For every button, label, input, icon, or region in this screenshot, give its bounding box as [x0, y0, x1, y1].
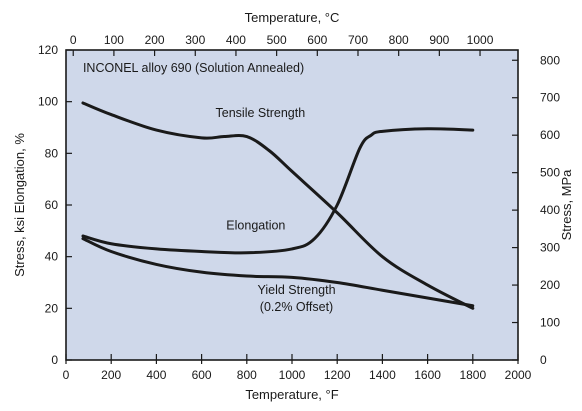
y-right-axis-title: Stress, MPa [559, 169, 574, 241]
y-right-tick-label: 600 [540, 128, 560, 142]
x-bottom-tick-label: 400 [146, 368, 166, 382]
x-bottom-tick-label: 800 [237, 368, 257, 382]
x-top-tick-label: 500 [267, 33, 287, 47]
y-left-tick-label: 80 [45, 146, 59, 160]
x-top-tick-label: 700 [348, 33, 368, 47]
y-left-tick-label: 0 [51, 353, 58, 367]
x-bottom-tick-label: 200 [101, 368, 121, 382]
annotation-label: (0.2% Offset) [260, 300, 333, 314]
x-bottom-tick-label: 1600 [414, 368, 441, 382]
annotation-label: Tensile Strength [216, 106, 306, 120]
chart-title: INCONEL alloy 690 (Solution Annealed) [83, 61, 304, 75]
y-right-tick-label: 0 [540, 353, 547, 367]
x-top-tick-label: 1000 [467, 33, 494, 47]
y-right-tick-label: 200 [540, 278, 560, 292]
x-top-tick-label: 600 [307, 33, 327, 47]
y-right-tick-label: 700 [540, 91, 560, 105]
y-left-tick-label: 60 [45, 198, 59, 212]
y-left-axis-title: Stress, ksi Elongation, % [12, 133, 27, 277]
x-bottom-tick-label: 1800 [459, 368, 486, 382]
plot-area [65, 49, 519, 361]
y-right-tick-label: 500 [540, 166, 560, 180]
x-bottom-tick-label: 1200 [324, 368, 351, 382]
annotation-label: Elongation [226, 219, 285, 233]
x-top-tick-label: 100 [104, 33, 124, 47]
x-bottom-tick-label: 600 [192, 368, 212, 382]
y-left-tick-label: 100 [38, 95, 58, 109]
y-left-tick-label: 40 [45, 250, 59, 264]
x-bottom-tick-label: 1400 [369, 368, 396, 382]
y-left-tick-label: 20 [45, 301, 59, 315]
y-right-tick-label: 400 [540, 203, 560, 217]
x-bottom-tick-label: 0 [63, 368, 70, 382]
x-top-tick-label: 400 [226, 33, 246, 47]
x-top-tick-label: 300 [185, 33, 205, 47]
series-line-tensile-strength [81, 101, 475, 310]
x-bottom-tick-label: 2000 [505, 368, 532, 382]
y-left-tick-label: 120 [38, 43, 58, 57]
series-line-yield-strength [81, 237, 475, 308]
y-right-tick-label: 300 [540, 241, 560, 255]
x-top-axis-title: Temperature, °C [245, 10, 340, 25]
y-right-tick-label: 100 [540, 316, 560, 330]
x-top-tick-label: 800 [389, 33, 409, 47]
x-top-tick-label: 0 [70, 33, 77, 47]
series-line-elongation [81, 127, 475, 255]
y-right-tick-label: 800 [540, 53, 560, 67]
x-top-tick-label: 200 [145, 33, 165, 47]
x-top-tick-label: 900 [429, 33, 449, 47]
x-bottom-axis-title: Temperature, °F [245, 387, 338, 402]
x-bottom-tick-label: 1000 [279, 368, 306, 382]
annotation-label: Yield Strength [257, 283, 335, 297]
